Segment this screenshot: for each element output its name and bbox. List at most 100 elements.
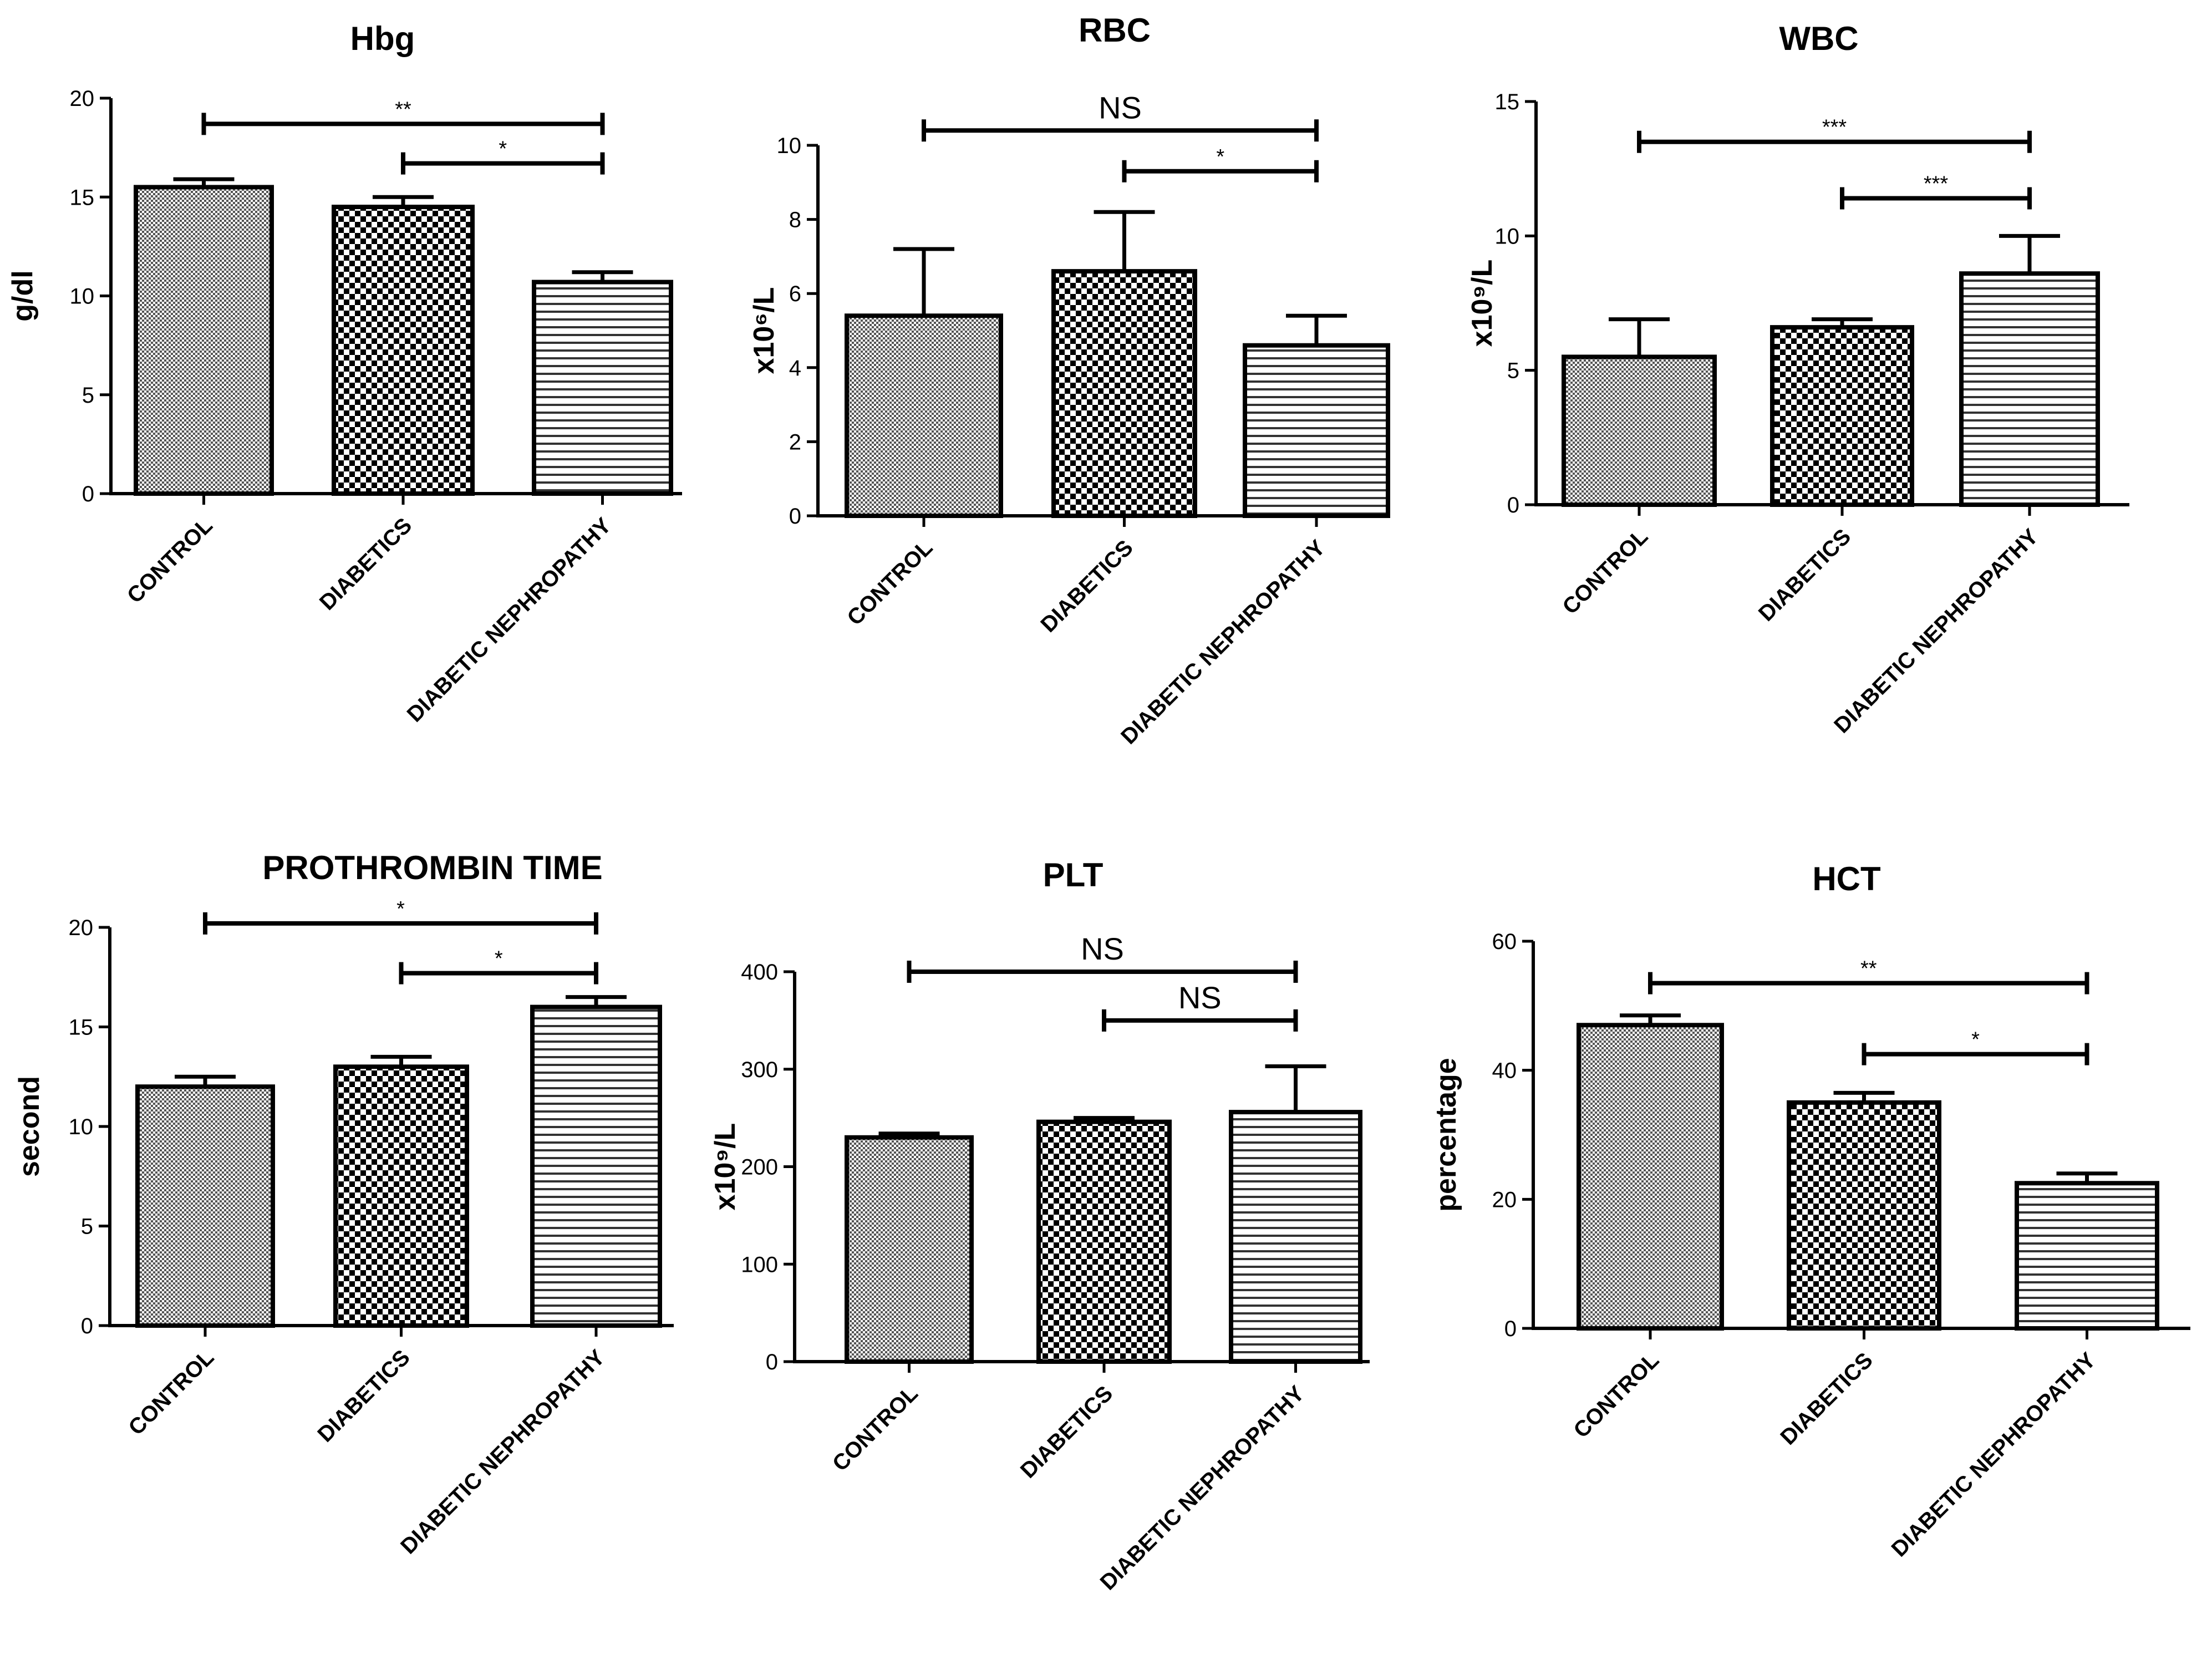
x-tick-label-control: CONTROL <box>124 1345 218 1440</box>
bar-diabetic-nephropathy <box>530 1004 662 1328</box>
y-tick-label: 400 <box>741 960 778 984</box>
significance-bracket <box>1637 130 2032 153</box>
x-tick-label-control: CONTROL <box>1558 524 1652 619</box>
significance-bracket <box>907 961 1298 983</box>
chart-panel-rbc: RBC x10⁶/L 0 2 4 6 8 10 CONTROL DIABETICSDIABETIC… <box>748 12 1390 749</box>
y-tick-label: 10 <box>777 134 802 158</box>
significance-label: NS <box>1099 90 1142 125</box>
error-bar-diabetics <box>1074 1116 1135 1122</box>
significance-bracket <box>201 113 605 135</box>
y-tick-label: 20 <box>69 916 94 940</box>
x-tick-label-diabetics: DIABETICS <box>1754 524 1856 626</box>
x-tick-label-diabetics: DIABETICS <box>315 513 417 615</box>
y-tick-label: 6 <box>789 282 801 306</box>
chart-panel-prothrombin-time: PROTHROMBIN TIME second 0 5 10 15 20 CONTROL DIA… <box>13 849 674 1559</box>
x-tick-label-diabetic-nephropathy: DIABETIC NEPHROPATHY <box>396 1345 609 1559</box>
significance-label: ** <box>1860 957 1877 981</box>
x-tick-label-control: CONTROL <box>123 513 217 608</box>
y-tick-label: 0 <box>1507 493 1519 517</box>
x-tick-label-diabetic-nephropathy: DIABETIC NEPHROPATHY <box>1887 1348 2101 1561</box>
y-tick-label: 8 <box>789 208 801 232</box>
error-bar-diabetics <box>1833 1090 1895 1103</box>
x-tick-label-control: CONTROL <box>828 1381 923 1476</box>
chart-title: PLT <box>1043 856 1104 894</box>
significance-bracket <box>1862 1043 2089 1065</box>
significance-label: * <box>1216 145 1224 169</box>
chart-title: Hbg <box>350 20 415 57</box>
chart-panel-hct: HCT percentage 0 20 40 60 CONTROL DIABETICS DIAB… <box>1430 860 2190 1561</box>
significance-label: NS <box>1081 931 1124 966</box>
y-tick-label: 0 <box>1504 1317 1517 1341</box>
significance-bracket <box>1840 187 2032 210</box>
significance-bracket <box>1648 972 2089 994</box>
y-axis-label: x10⁹/L <box>709 1123 741 1211</box>
y-tick-label: 0 <box>82 482 94 506</box>
y-tick-label: 5 <box>1507 359 1519 383</box>
y-tick-label: 15 <box>70 185 95 210</box>
error-bar-diabetics <box>373 195 434 207</box>
y-tick-label: 10 <box>69 1115 94 1139</box>
error-bar-diabetics <box>1094 210 1155 272</box>
x-tick-label-diabetics: DIABETICS <box>313 1345 415 1447</box>
chart-title: RBC <box>1079 12 1151 49</box>
error-bar-diabetic-nephropathy <box>1999 234 2060 274</box>
y-tick-label: 4 <box>789 356 801 380</box>
bar-diabetics <box>333 1064 469 1328</box>
error-bar-diabetics <box>370 1054 432 1067</box>
y-tick-label: 2 <box>789 430 801 454</box>
x-tick-label-diabetic-nephropathy: DIABETIC NEPHROPATHY <box>1116 535 1330 749</box>
bar-diabetics <box>1036 1119 1172 1364</box>
error-bar-diabetic-nephropathy <box>1265 1064 1326 1113</box>
significance-label: * <box>396 897 405 921</box>
y-tick-label: 100 <box>741 1252 778 1277</box>
chart-title: HCT <box>1812 860 1880 897</box>
chart-title: WBC <box>1779 20 1858 57</box>
y-tick-label: 20 <box>1492 1187 1517 1212</box>
significance-bracket <box>203 912 598 935</box>
bar-control <box>845 313 1003 519</box>
y-tick-label: 0 <box>789 504 801 529</box>
y-tick-label: 20 <box>70 87 95 111</box>
x-tick-label-diabetic-nephropathy: DIABETIC NEPHROPATHY <box>1096 1381 1309 1595</box>
y-tick-label: 5 <box>82 383 94 408</box>
significance-label: ** <box>395 98 411 121</box>
error-bar-diabetic-nephropathy <box>572 270 633 282</box>
bar-diabetics <box>332 205 475 496</box>
y-axis-label: x10⁶/L <box>748 287 780 374</box>
y-axis-label: x10⁹/L <box>1466 260 1498 347</box>
x-tick-label-control: CONTROL <box>842 535 937 630</box>
chart-panel-plt: PLT x10⁹/L 0 100 200 300 400 CONTROL DIABETICSDI… <box>709 856 1370 1595</box>
chart-panel-hbg: Hbg g/dl 0 5 10 15 20 CONTROL DIABETICSDIABETIC … <box>7 20 682 727</box>
y-tick-label: 200 <box>741 1155 778 1180</box>
bar-diabetics <box>1770 325 1914 507</box>
y-tick-label: 0 <box>766 1350 778 1374</box>
y-tick-label: 40 <box>1492 1059 1517 1083</box>
y-tick-label: 5 <box>81 1215 93 1239</box>
x-tick-label-diabetics: DIABETICS <box>1036 535 1138 637</box>
significance-label: NS <box>1178 980 1222 1015</box>
x-tick-label-diabetics: DIABETICS <box>1016 1381 1118 1483</box>
significance-label: * <box>499 138 507 161</box>
bar-diabetics <box>1787 1100 1941 1331</box>
error-bar-diabetic-nephropathy <box>1286 313 1347 346</box>
bar-diabetic-nephropathy <box>1229 1110 1362 1364</box>
significance-label: *** <box>1822 116 1847 139</box>
significance-bracket <box>1102 1009 1298 1032</box>
x-tick-label-diabetic-nephropathy: DIABETIC NEPHROPATHY <box>1829 524 2043 738</box>
bar-diabetic-nephropathy <box>2015 1181 2159 1331</box>
significance-label: * <box>1971 1028 1980 1052</box>
bar-diabetics <box>1051 269 1197 518</box>
error-bar-control <box>878 1131 940 1138</box>
x-tick-label-control: CONTROL <box>1569 1348 1664 1443</box>
significance-bracket <box>922 119 1319 142</box>
y-tick-label: 0 <box>81 1314 93 1338</box>
y-tick-label: 60 <box>1492 930 1517 954</box>
x-tick-label-diabetic-nephropathy: DIABETIC NEPHROPATHY <box>403 513 616 727</box>
y-axis-label: g/dl <box>7 270 39 321</box>
error-bar-diabetic-nephropathy <box>566 995 627 1007</box>
x-tick-label-diabetics: DIABETICS <box>1776 1348 1878 1450</box>
significance-label: * <box>495 947 503 971</box>
bar-diabetic-nephropathy <box>532 280 673 496</box>
y-tick-label: 300 <box>741 1058 778 1082</box>
